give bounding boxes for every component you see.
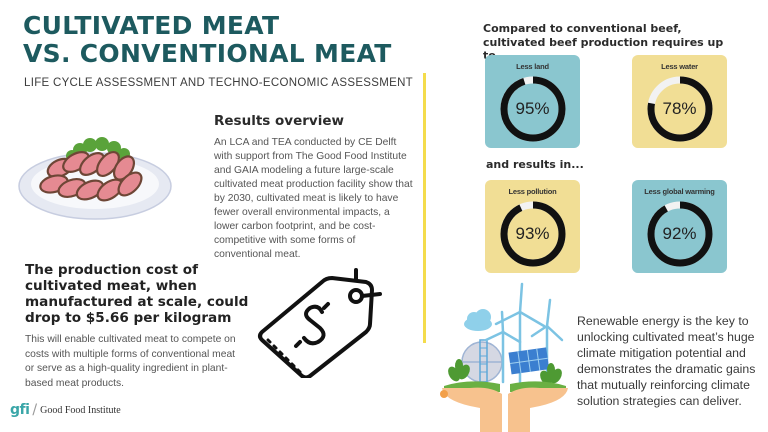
renewable-energy-text: Renewable energy is the key to unlocking… [577, 314, 756, 408]
meat-plate-icon [18, 137, 172, 220]
donut-ring: 93% [499, 200, 567, 268]
production-cost-body: This will enable cultivated meat to comp… [25, 334, 236, 389]
gfi-logo-icon: gfi [10, 402, 30, 418]
renewable-energy-hands-icon [440, 282, 568, 432]
donut-ring: 95% [499, 75, 567, 143]
production-cost-heading: The production cost of cultivated meat, … [25, 262, 249, 326]
donut-ring-icon [647, 201, 712, 267]
donut-ring-icon [500, 201, 565, 267]
vertical-divider [423, 73, 426, 343]
page-subtitle: LIFE CYCLE ASSESSMENT AND TECHNO-ECONOMI… [24, 77, 414, 89]
stat-value: 95% [515, 99, 550, 118]
stat-card-less-global-warming: Less global warming 92% [632, 180, 727, 273]
logo-name: Good Food Institute [40, 404, 121, 416]
stat-card-label: Less global warming [644, 187, 715, 196]
stat-card-less-pollution: Less pollution 93% [485, 180, 580, 273]
results-overview-body: An LCA and TEA conducted by CE Delft wit… [214, 137, 413, 260]
comparison-heading: Compared to conventional beef, cultivate… [483, 22, 724, 62]
stat-card-label: Less water [661, 62, 698, 71]
stat-value: 92% [662, 224, 697, 243]
price-tag-icon [258, 268, 382, 378]
results-overview-heading: Results overview [214, 113, 344, 129]
page-title: CULTIVATED MEAT VS. CONVENTIONAL MEAT [23, 12, 392, 68]
donut-ring-icon [500, 76, 565, 142]
logo-divider: / [32, 402, 38, 418]
results-in-heading: and results in... [486, 158, 584, 171]
stat-card-label: Less land [516, 62, 549, 71]
stat-card-less-land: Less land 95% [485, 55, 580, 148]
title-line-2: VS. CONVENTIONAL MEAT [23, 39, 392, 68]
stat-card-less-water: Less water 78% [632, 55, 727, 148]
stat-card-label: Less pollution [508, 187, 557, 196]
gfi-logo[interactable]: gfi / Good Food Institute [10, 402, 121, 418]
donut-ring-icon [647, 76, 712, 142]
stat-value: 78% [662, 99, 697, 118]
donut-ring: 78% [646, 75, 714, 143]
stat-value: 93% [515, 224, 550, 243]
title-line-1: CULTIVATED MEAT [23, 11, 280, 40]
donut-ring: 92% [646, 200, 714, 268]
